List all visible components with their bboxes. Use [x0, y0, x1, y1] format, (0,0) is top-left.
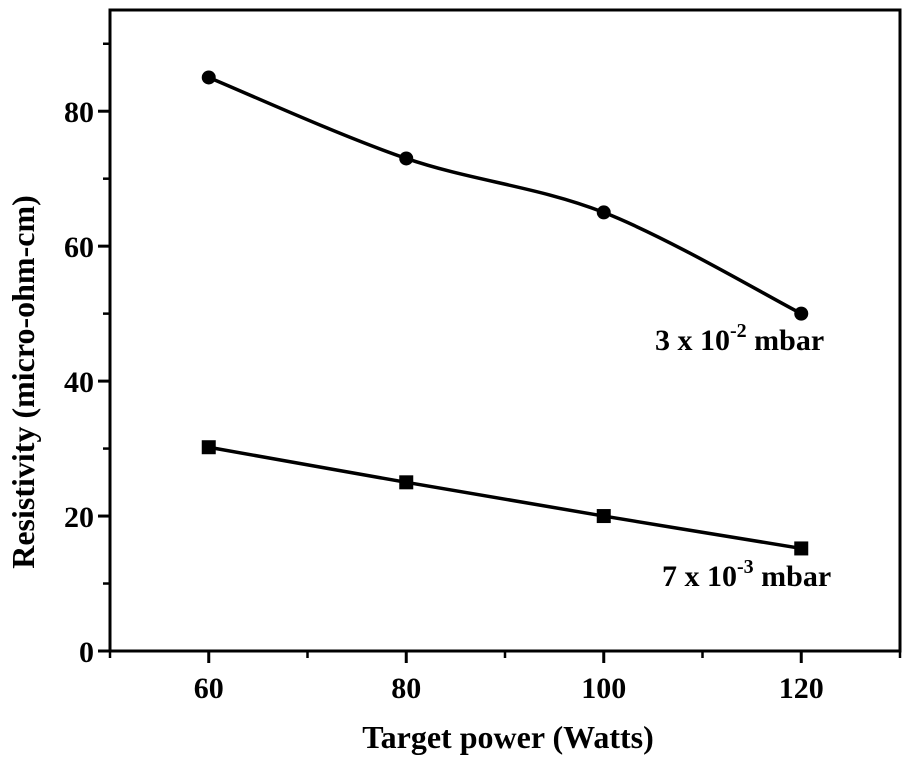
- labels-layer: Target power (Watts) Resistivity (micro-…: [5, 96, 831, 755]
- y-axis-title: Resistivity (micro-ohm-cm): [5, 195, 41, 569]
- series-line: [208, 75, 803, 316]
- y-tick-label: 20: [64, 501, 94, 534]
- y-tick-label: 40: [64, 366, 94, 399]
- y-tick-label: 0: [79, 636, 94, 669]
- x-tick-label: 100: [581, 672, 626, 705]
- series-label-base: 3 x 10: [655, 324, 730, 357]
- series-line: [208, 445, 802, 551]
- x-tick-label: 60: [194, 672, 224, 705]
- data-point-square: [794, 541, 809, 556]
- data-point-circle: [399, 151, 414, 166]
- series-label-unit: mbar: [747, 324, 825, 357]
- series-label: 7 x 10-3 mbar: [662, 556, 831, 593]
- series-label-base: 7 x 10: [662, 560, 737, 593]
- series-label-exponent: -3: [737, 556, 754, 578]
- series-label-unit: mbar: [754, 560, 832, 593]
- data-point-circle: [596, 205, 611, 220]
- y-tick-label: 60: [64, 231, 94, 264]
- data-point-square: [399, 475, 414, 490]
- data-point-circle: [794, 306, 809, 321]
- series-label: 3 x 10-2 mbar: [655, 320, 824, 357]
- series-layer: [201, 70, 809, 556]
- axes: [98, 8, 902, 663]
- data-point-square: [596, 509, 611, 524]
- data-point-circle: [201, 70, 216, 85]
- x-tick-label: 80: [391, 672, 421, 705]
- series-label-exponent: -2: [730, 320, 747, 342]
- x-tick-label: 120: [779, 672, 824, 705]
- data-point-square: [201, 440, 216, 455]
- x-axis-title: Target power (Watts): [362, 719, 654, 755]
- y-tick-label: 80: [64, 96, 94, 129]
